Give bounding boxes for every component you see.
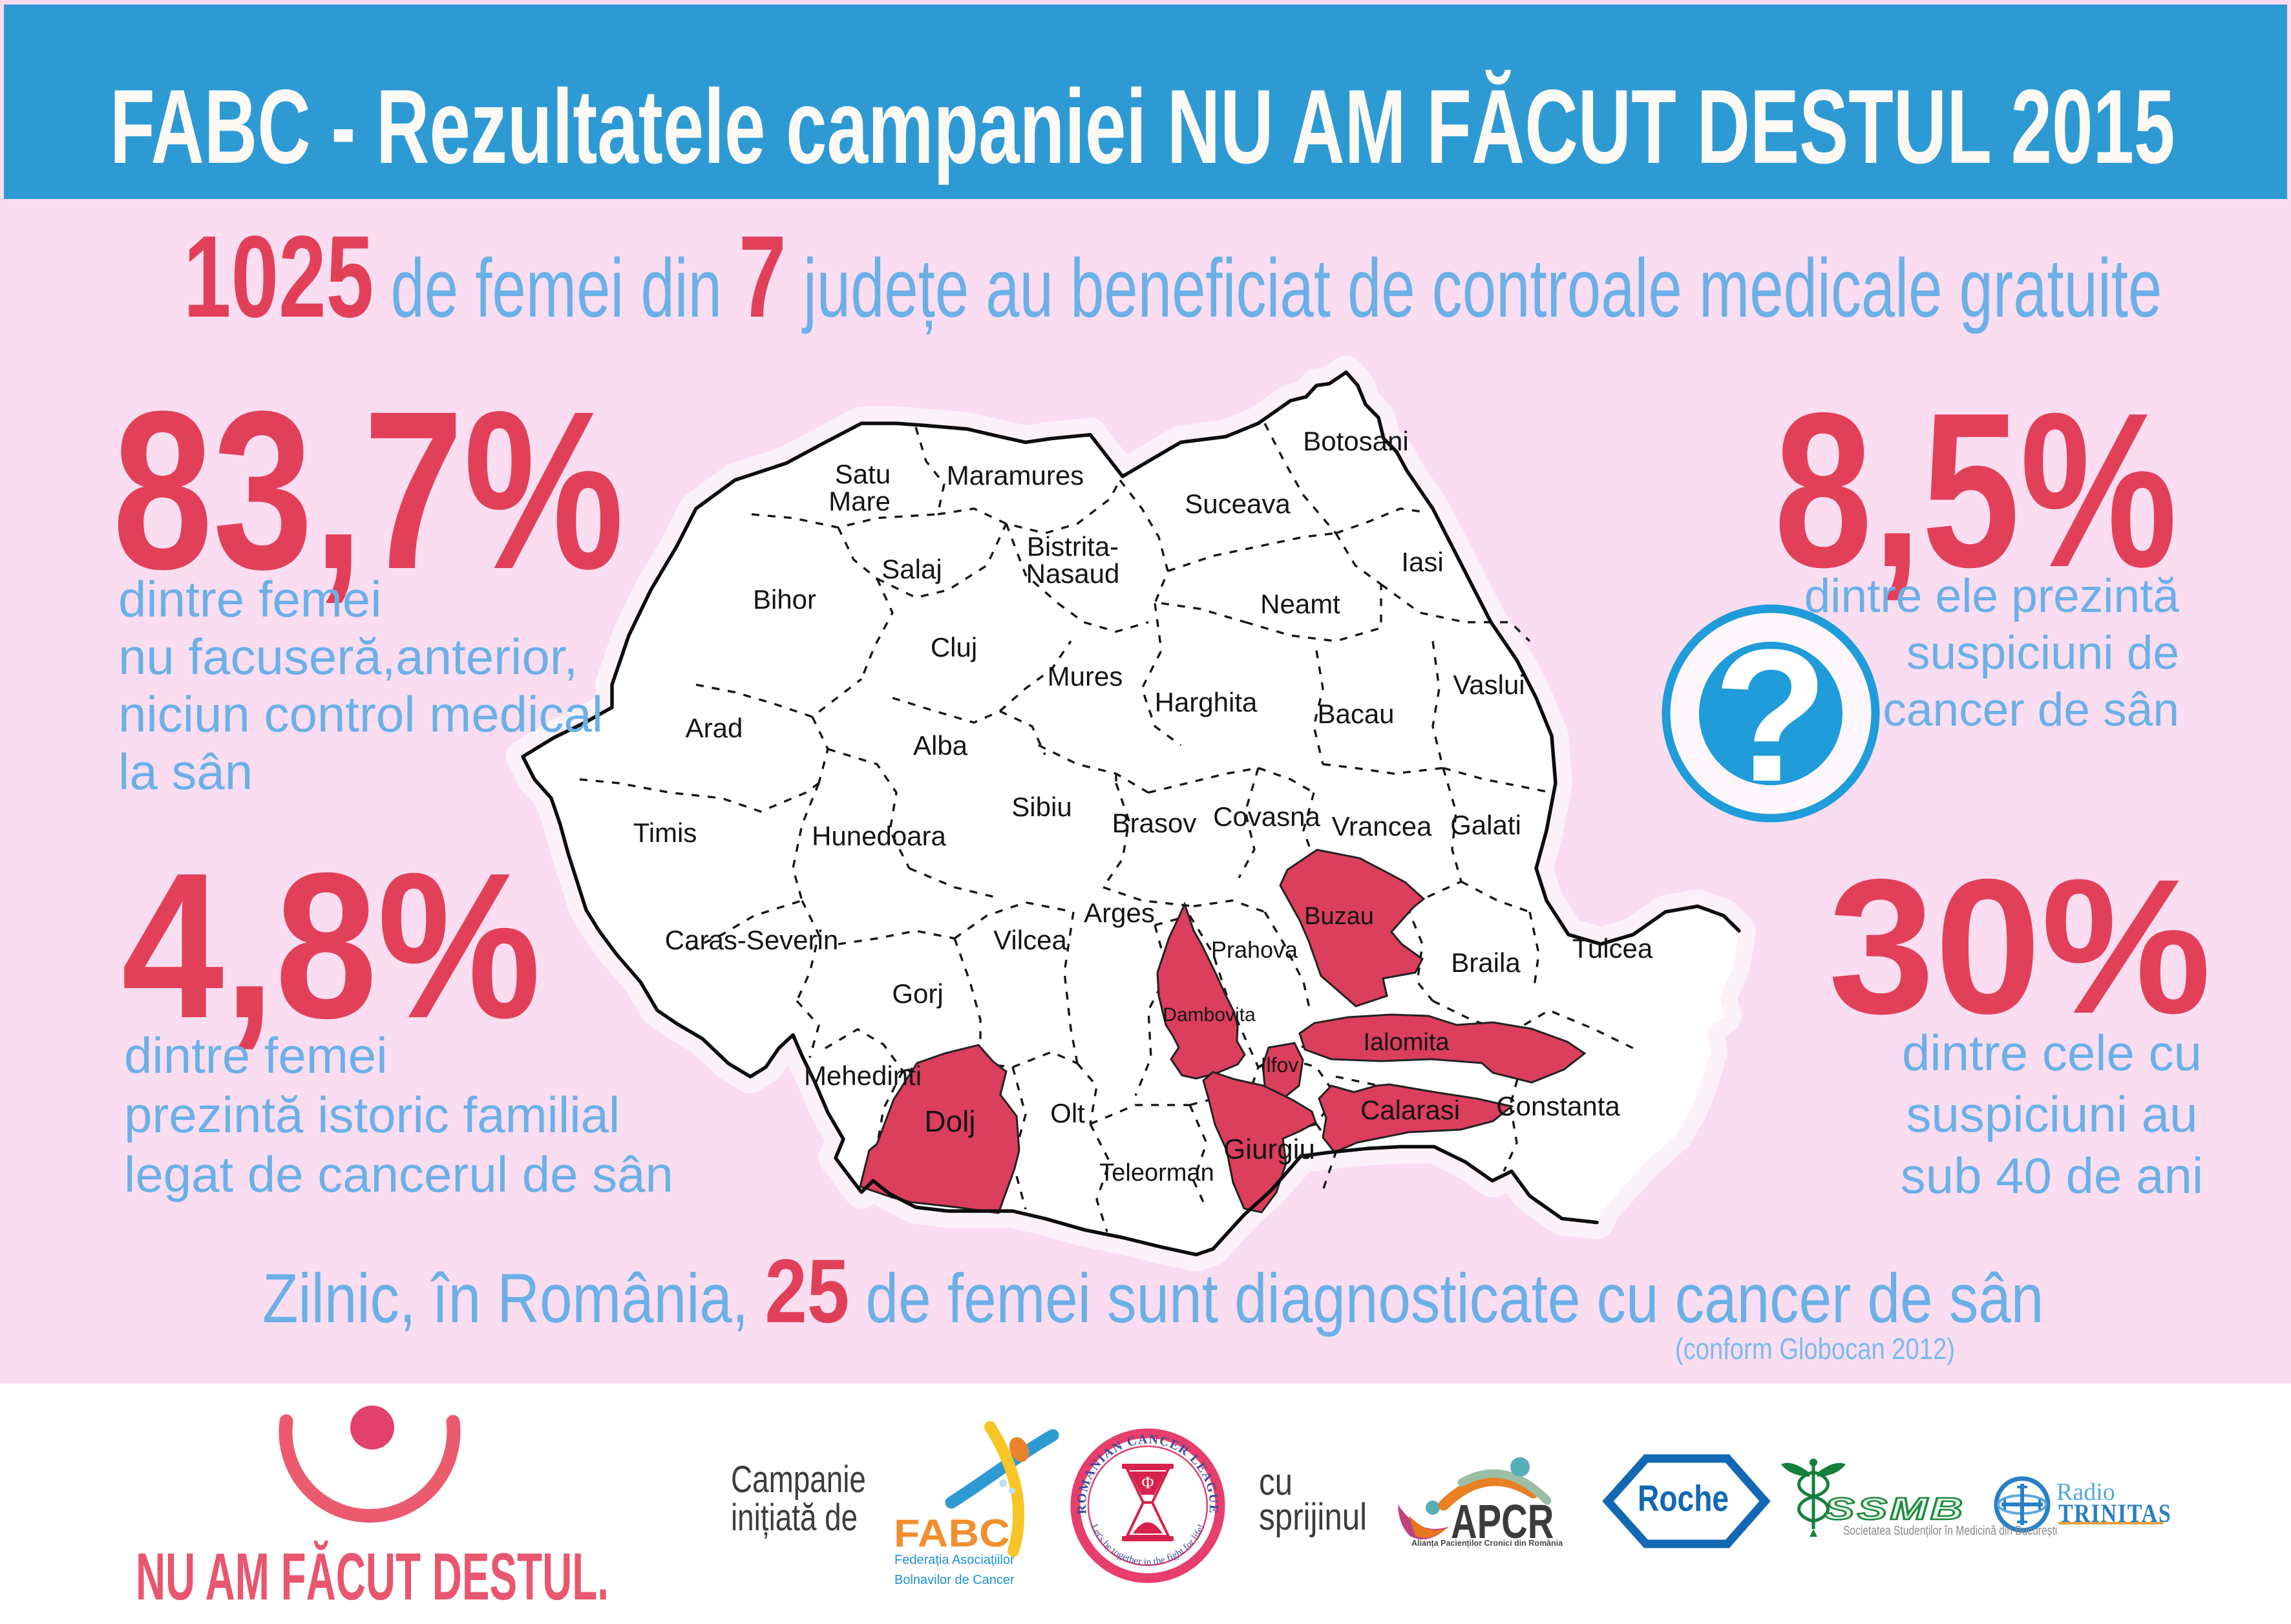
- svg-text:Bihor: Bihor: [753, 584, 816, 615]
- svg-text:Satu: Satu: [835, 459, 891, 489]
- svg-text:Olt: Olt: [1050, 1098, 1085, 1128]
- svg-text:Tulcea: Tulcea: [1572, 933, 1653, 964]
- svg-text:Iasi: Iasi: [1401, 547, 1443, 577]
- svg-text:Botosani: Botosani: [1303, 426, 1408, 456]
- svg-text:Sibiu: Sibiu: [1011, 792, 1072, 822]
- svg-text:Bacau: Bacau: [1317, 699, 1394, 729]
- svg-text:Buzau: Buzau: [1304, 903, 1374, 930]
- svg-text:Brasov: Brasov: [1112, 808, 1197, 838]
- svg-text:Maramures: Maramures: [947, 460, 1084, 490]
- svg-text:Galati: Galati: [1450, 810, 1521, 840]
- svg-text:Timis: Timis: [633, 817, 697, 848]
- svg-text:Neamt: Neamt: [1260, 589, 1340, 619]
- svg-text:Bistrita-: Bistrita-: [1027, 531, 1119, 562]
- svg-text:Hunedoara: Hunedoara: [812, 821, 946, 851]
- svg-text:Alba: Alba: [913, 730, 968, 761]
- svg-text:Caras-Severin: Caras-Severin: [665, 925, 838, 955]
- svg-text:Ilfov: Ilfov: [1261, 1053, 1299, 1077]
- svg-text:Covasna: Covasna: [1213, 801, 1320, 832]
- svg-text:Calarasi: Calarasi: [1360, 1095, 1460, 1125]
- svg-text:Gorj: Gorj: [892, 978, 943, 1009]
- svg-text:Cluj: Cluj: [931, 632, 977, 662]
- svg-text:Dambovita: Dambovita: [1163, 1004, 1256, 1026]
- svg-text:Teleorman: Teleorman: [1099, 1159, 1214, 1186]
- svg-text:Braila: Braila: [1451, 947, 1521, 978]
- svg-text:Giurgiu: Giurgiu: [1223, 1134, 1315, 1165]
- svg-text:Arges: Arges: [1084, 898, 1155, 928]
- svg-text:Harghita: Harghita: [1155, 687, 1258, 717]
- svg-text:Vaslui: Vaslui: [1453, 670, 1525, 700]
- svg-text:Constanta: Constanta: [1496, 1091, 1620, 1121]
- svg-text:Nasaud: Nasaud: [1026, 558, 1120, 589]
- svg-text:Arad: Arad: [686, 713, 743, 743]
- svg-text:Salaj: Salaj: [882, 554, 942, 584]
- svg-text:Prahova: Prahova: [1211, 936, 1298, 963]
- svg-text:Suceava: Suceava: [1185, 489, 1291, 519]
- svg-text:Mures: Mures: [1048, 661, 1123, 691]
- svg-text:Vrancea: Vrancea: [1332, 811, 1433, 841]
- svg-text:Ialomita: Ialomita: [1363, 1029, 1450, 1056]
- svg-text:Φ: Φ: [1141, 1473, 1154, 1492]
- svg-text:Mare: Mare: [829, 486, 891, 516]
- svg-text:Vilcea: Vilcea: [993, 925, 1067, 955]
- svg-text:?: ?: [1713, 610, 1828, 821]
- svg-text:Dolj: Dolj: [924, 1104, 975, 1138]
- svg-text:Mehedinti: Mehedinti: [804, 1060, 922, 1091]
